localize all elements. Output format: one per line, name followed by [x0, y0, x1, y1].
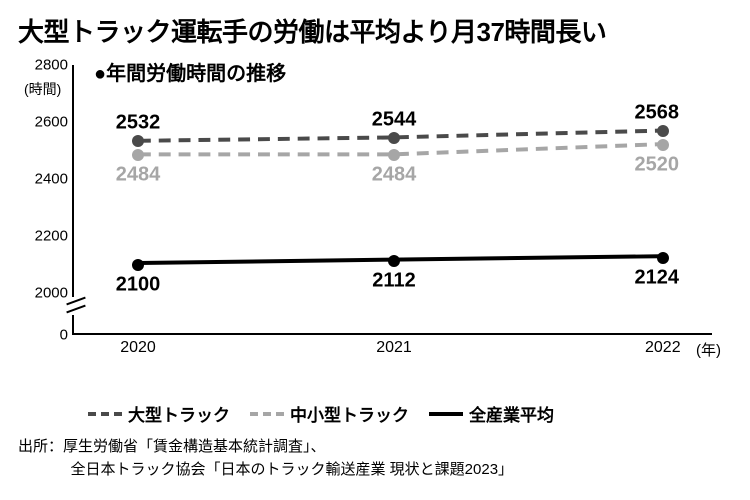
- value-label: 2532: [116, 112, 161, 135]
- legend-item-mid_small_truck: 中小型トラック: [250, 401, 409, 426]
- legend-label: 中小型トラック: [290, 401, 409, 426]
- data-marker: [388, 255, 400, 267]
- y-tick-label: 2400: [20, 171, 68, 188]
- axis-break-icon: [66, 297, 86, 315]
- y-tick-label: 2200: [20, 228, 68, 245]
- value-label: 2100: [116, 273, 161, 296]
- value-label: 2568: [635, 102, 680, 125]
- source-label: 出所：: [18, 438, 63, 455]
- y-axis-unit: (時間): [24, 79, 61, 99]
- x-axis-unit: (年): [696, 339, 721, 360]
- data-marker: [657, 252, 669, 264]
- legend-swatch: [250, 412, 284, 416]
- value-label: 2484: [116, 164, 161, 187]
- chart-subtitle: ●年間労働時間の推移: [94, 57, 286, 86]
- data-marker: [132, 149, 144, 161]
- x-tick-label: 2021: [376, 339, 412, 357]
- value-label: 2520: [635, 153, 680, 176]
- y-tick-label: 0: [20, 327, 68, 344]
- value-label: 2484: [372, 164, 417, 187]
- chart-area: 0 2000 2200 2400 2600 2800 (時間) ●年間労働時間の推移 2020 2…: [18, 55, 732, 365]
- chart-title: 大型トラック運転手の労働は平均より月37時間長い: [18, 12, 732, 49]
- legend: 大型トラック 中小型トラック 全産業平均: [88, 401, 732, 426]
- data-marker: [388, 149, 400, 161]
- value-label: 2544: [372, 108, 417, 131]
- x-tick-label: 2020: [120, 339, 156, 357]
- data-marker: [132, 259, 144, 271]
- data-marker: [388, 132, 400, 144]
- legend-label: 全産業平均: [469, 401, 554, 426]
- value-label: 2124: [635, 266, 680, 289]
- data-marker: [657, 125, 669, 137]
- chart-lines: [74, 65, 712, 333]
- x-tick-label: 2022: [645, 339, 681, 357]
- y-tick-label: 2000: [20, 285, 68, 302]
- legend-label: 大型トラック: [128, 401, 230, 426]
- value-label: 2112: [372, 270, 415, 293]
- source-citation: 出所：厚生労働省「賃金構造基本統計調査」、 全日本トラック協会「日本のトラック輸…: [18, 436, 732, 481]
- y-tick-label: 2800: [20, 57, 68, 74]
- legend-swatch: [88, 412, 122, 416]
- data-marker: [657, 139, 669, 151]
- legend-item-all_industry: 全産業平均: [429, 401, 554, 426]
- source-line-1: 厚生労働省「賃金構造基本統計調査」、: [63, 438, 326, 455]
- plot-area: 020002200240026002800(時間)●年間労働時間の推移20202…: [72, 65, 712, 335]
- data-marker: [132, 135, 144, 147]
- legend-swatch: [429, 412, 463, 416]
- y-tick-label: 2600: [20, 114, 68, 131]
- legend-item-large_truck: 大型トラック: [88, 401, 230, 426]
- source-line-2: 全日本トラック協会「日本のトラック輸送産業 現状と課題2023」: [18, 461, 513, 478]
